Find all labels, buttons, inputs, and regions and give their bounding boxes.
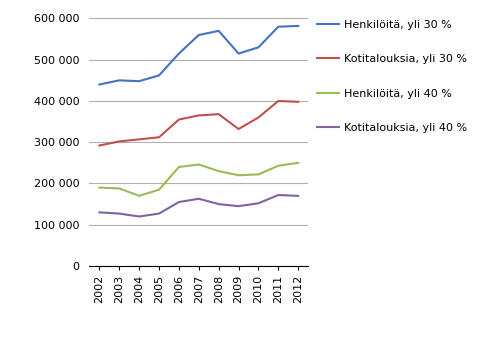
Henkilöitä, yli 40 % [295,161,301,165]
Henkilöitä, yli 40 % [156,188,162,192]
Henkilöitä, yli 30 % [116,78,122,83]
Kotitalouksia, yli 40 % [295,194,301,198]
Henkilöitä, yli 40 % [196,162,202,166]
Henkilöitä, yli 40 % [216,169,222,173]
Line: Henkilöitä, yli 40 %: Henkilöitä, yli 40 % [99,163,298,196]
Henkilöitä, yli 30 % [176,51,182,56]
Henkilöitä, yli 40 % [176,165,182,169]
Kotitalouksia, yli 40 % [116,211,122,216]
Henkilöitä, yli 40 % [236,173,242,177]
Kotitalouksia, yli 30 % [295,100,301,104]
Line: Kotitalouksia, yli 40 %: Kotitalouksia, yli 40 % [99,195,298,217]
Henkilöitä, yli 40 % [116,187,122,191]
Henkilöitä, yli 40 % [255,172,261,176]
Henkilöitä, yli 30 % [295,24,301,28]
Kotitalouksia, yli 40 % [156,211,162,216]
Kotitalouksia, yli 40 % [96,210,102,214]
Kotitalouksia, yli 40 % [216,202,222,206]
Kotitalouksia, yli 30 % [275,99,281,103]
Henkilöitä, yli 30 % [216,29,222,33]
Kotitalouksia, yli 30 % [236,127,242,131]
Henkilöitä, yli 30 % [136,79,142,83]
Kotitalouksia, yli 30 % [116,139,122,144]
Kotitalouksia, yli 40 % [236,204,242,208]
Kotitalouksia, yli 30 % [156,135,162,139]
Line: Henkilöitä, yli 30 %: Henkilöitä, yli 30 % [99,26,298,85]
Kotitalouksia, yli 30 % [176,118,182,122]
Henkilöitä, yli 40 % [136,194,142,198]
Henkilöitä, yli 30 % [236,51,242,56]
Henkilöitä, yli 30 % [196,33,202,37]
Kotitalouksia, yli 30 % [96,144,102,148]
Kotitalouksia, yli 30 % [216,112,222,116]
Kotitalouksia, yli 30 % [255,116,261,120]
Henkilöitä, yli 30 % [156,73,162,77]
Legend: Henkilöitä, yli 30 %, Kotitalouksia, yli 30 %, Henkilöitä, yli 40 %, Kotitalouks: Henkilöitä, yli 30 %, Kotitalouksia, yli… [313,15,471,137]
Kotitalouksia, yli 40 % [255,201,261,205]
Henkilöitä, yli 30 % [255,45,261,49]
Kotitalouksia, yli 40 % [136,214,142,219]
Kotitalouksia, yli 30 % [136,137,142,142]
Henkilöitä, yli 40 % [96,186,102,190]
Henkilöitä, yli 30 % [96,83,102,87]
Kotitalouksia, yli 30 % [196,113,202,117]
Henkilöitä, yli 40 % [275,164,281,168]
Kotitalouksia, yli 40 % [275,193,281,197]
Henkilöitä, yli 30 % [275,25,281,29]
Kotitalouksia, yli 40 % [196,197,202,201]
Line: Kotitalouksia, yli 30 %: Kotitalouksia, yli 30 % [99,101,298,146]
Kotitalouksia, yli 40 % [176,200,182,204]
